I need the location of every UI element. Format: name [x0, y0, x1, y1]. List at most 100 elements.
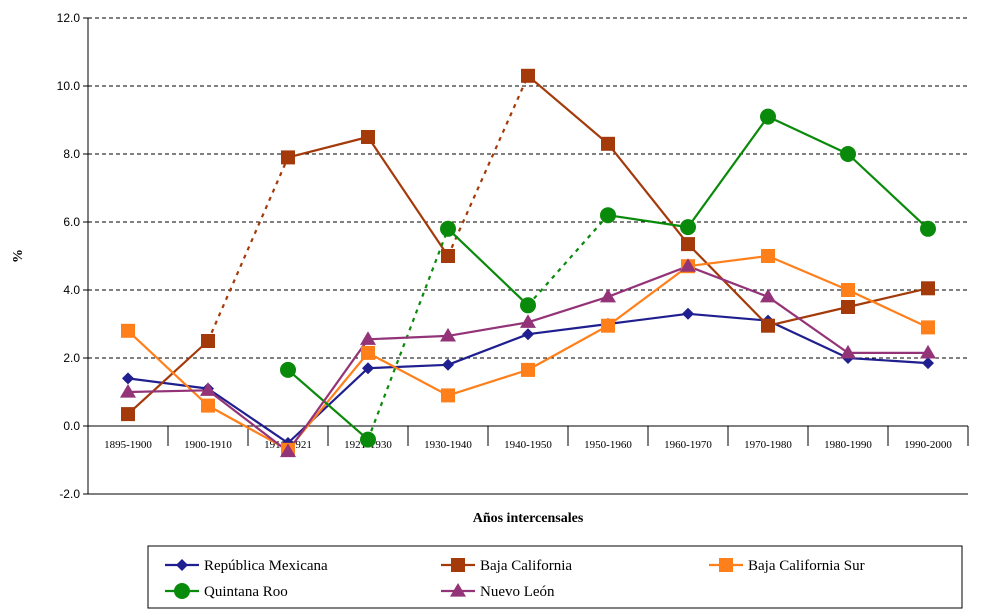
- legend-label: Nuevo León: [480, 584, 555, 600]
- series-line-baja-california: [367, 136, 449, 257]
- y-tick-label: 8.0: [63, 147, 80, 161]
- data-point-baja-california: [121, 407, 135, 422]
- series-line-nuevo-leon: [767, 295, 849, 354]
- data-point-baja-california: [601, 136, 615, 151]
- y-tick-label: 4.0: [63, 283, 80, 297]
- data-point-quintana-roo: [680, 219, 696, 236]
- x-tick-label: 1980-1990: [824, 439, 872, 451]
- series-line-nuevo-leon: [687, 265, 769, 298]
- data-point-baja-california-sur: [121, 323, 135, 338]
- series-line-baja-california-sur: [527, 324, 609, 371]
- data-point-baja-california: [281, 150, 295, 165]
- series-line-nuevo-leon: [127, 389, 209, 394]
- series-line-baja-california-sur: [847, 289, 929, 329]
- x-tick-label: 1895-1900: [104, 439, 152, 451]
- data-point-nuevo-leon: [600, 288, 616, 303]
- series-line-baja-california-sur: [367, 351, 449, 397]
- y-tick-label: 12.0: [57, 11, 81, 25]
- x-tick-label: 1930-1940: [424, 439, 472, 451]
- data-point-baja-california: [201, 334, 215, 348]
- x-axis-title: Años intercensales: [473, 511, 584, 526]
- data-point-baja-california: [921, 281, 935, 296]
- series-line-baja-california-sur: [607, 265, 689, 327]
- data-point-baja-california: [361, 130, 375, 144]
- legend-box: [147, 545, 963, 609]
- data-point-baja-california: [681, 237, 695, 252]
- data-point-nuevo-leon: [440, 327, 456, 342]
- series-line-baja-california-sur: [127, 329, 209, 407]
- series-line-quintana-roo: [366, 228, 450, 440]
- data-point-baja-california-sur: [201, 398, 215, 413]
- data-point-quintana-roo: [840, 146, 856, 162]
- series-line-nuevo-leon: [367, 334, 449, 341]
- y-tick-label: -2.0: [59, 487, 80, 501]
- legend-swatch-marker: [719, 558, 733, 572]
- series-line-baja-california: [287, 135, 369, 159]
- data-point-nuevo-leon: [680, 258, 696, 272]
- data-point-nuevo-leon: [120, 384, 136, 398]
- data-point-quintana-roo: [280, 361, 296, 378]
- series-line-baja-california: [206, 156, 290, 342]
- series-line-baja-california: [446, 75, 530, 257]
- legend-label: Quintana Roo: [204, 584, 288, 600]
- data-point-republica-mexicana: [122, 372, 134, 385]
- legend-swatch-marker: [174, 583, 190, 599]
- data-point-nuevo-leon: [760, 288, 776, 303]
- series-line-republica-mexicana: [127, 377, 209, 390]
- data-point-nuevo-leon: [280, 443, 296, 458]
- series-line-republica-mexicana: [527, 322, 609, 336]
- data-point-nuevo-leon: [920, 344, 936, 359]
- series-line-quintana-roo: [527, 214, 609, 307]
- series-line-nuevo-leon: [607, 265, 689, 298]
- x-tick-label: 1960-1970: [664, 439, 712, 451]
- series-line-republica-mexicana: [207, 387, 289, 444]
- x-tick-label: 1970-1980: [744, 439, 792, 451]
- legend-swatch-marker: [176, 559, 188, 571]
- series-line-nuevo-leon: [207, 389, 289, 453]
- legend-label: Baja California: [480, 558, 572, 574]
- series-line-republica-mexicana: [367, 363, 449, 370]
- series-line-republica-mexicana: [607, 312, 689, 326]
- series-line-nuevo-leon: [447, 321, 529, 337]
- series-line-republica-mexicana: [847, 356, 929, 365]
- data-point-baja-california: [521, 68, 535, 83]
- series-line-republica-mexicana: [767, 319, 849, 359]
- series-line-republica-mexicana: [687, 312, 769, 322]
- series-line-quintana-roo: [847, 153, 929, 230]
- y-axis-title: %: [11, 249, 26, 263]
- legend-swatch-marker: [450, 583, 466, 597]
- series-line-baja-california: [607, 143, 689, 245]
- data-point-baja-california-sur: [841, 283, 855, 297]
- series-line-quintana-roo: [607, 214, 689, 229]
- data-point-quintana-roo: [520, 297, 536, 314]
- y-tick-label: 6.0: [63, 215, 80, 229]
- data-point-nuevo-leon: [200, 382, 216, 396]
- data-point-baja-california: [441, 249, 455, 263]
- x-tick-label: 1990-2000: [904, 439, 952, 451]
- series-line-quintana-roo: [687, 115, 769, 228]
- series-line-quintana-roo: [447, 228, 529, 307]
- legend-label: Baja California Sur: [748, 558, 865, 574]
- series-line-baja-california: [687, 243, 769, 327]
- series-line-baja-california: [767, 305, 849, 327]
- series-line-baja-california: [847, 287, 929, 309]
- x-tick-label: 1940-1950: [504, 439, 552, 451]
- x-tick-label: 1900-1910: [184, 439, 232, 451]
- data-point-republica-mexicana: [522, 328, 534, 341]
- data-point-baja-california-sur: [921, 320, 935, 335]
- series-line-baja-california-sur: [767, 254, 849, 292]
- data-point-republica-mexicana: [682, 307, 694, 320]
- data-point-nuevo-leon: [360, 331, 376, 345]
- data-point-quintana-roo: [920, 220, 936, 237]
- data-point-baja-california: [841, 300, 855, 314]
- data-point-republica-mexicana: [442, 358, 454, 371]
- data-point-nuevo-leon: [520, 314, 536, 328]
- x-tick-label: 1950-1960: [584, 439, 632, 451]
- series-line-quintana-roo: [287, 369, 369, 441]
- series-line-baja-california-sur: [687, 254, 769, 268]
- series-line-baja-california-sur: [447, 368, 529, 397]
- data-point-quintana-roo: [760, 108, 776, 125]
- data-point-nuevo-leon: [840, 344, 856, 359]
